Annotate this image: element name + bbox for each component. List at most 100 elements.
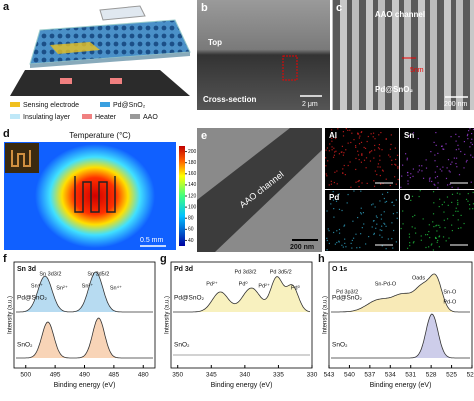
eds-dot: [335, 200, 338, 202]
eds-dot: [326, 239, 328, 242]
eds-dot: [394, 163, 396, 165]
eds-dot: [334, 243, 336, 245]
eds-dot: [370, 133, 372, 135]
panel-label: e: [201, 130, 207, 142]
eds-dot: [392, 213, 395, 215]
eds-dot: [406, 159, 408, 161]
chip-base: [10, 70, 190, 96]
colorbar-label: 160: [188, 171, 197, 177]
inset: [99, 5, 146, 21]
eds-dot: [366, 182, 368, 185]
eds-dot: [457, 227, 460, 230]
eds-dot: [443, 201, 445, 203]
eds-dot: [374, 144, 376, 147]
colorbar-label: 180: [188, 160, 197, 166]
eds-dot: [453, 157, 455, 159]
eds-dot: [394, 176, 396, 178]
eds-dot: [428, 230, 430, 233]
eds-dot: [331, 146, 333, 148]
eds-dot: [355, 157, 357, 160]
scale-label: 2 μm: [302, 101, 318, 108]
eds-dot: [330, 129, 333, 131]
eds-dot: [349, 129, 351, 131]
inset-photo: [5, 143, 39, 173]
eds-dot: [455, 162, 457, 165]
eds-dot: [326, 147, 328, 149]
eds-dot: [326, 175, 328, 177]
eds-dot: [366, 140, 368, 143]
eds-dot: [342, 131, 344, 133]
x-tick-label: 534: [385, 372, 396, 379]
eds-dot: [433, 183, 435, 185]
eds-dot: [334, 171, 336, 173]
eds-dot: [451, 193, 454, 195]
eds-dot: [336, 183, 338, 185]
eds-dot: [381, 225, 383, 227]
eds-dot: [351, 247, 353, 249]
eds-dot: [334, 151, 336, 153]
sem-image: [197, 0, 330, 110]
eds-dot: [402, 164, 404, 166]
peak-label: Pd 3d5/2: [270, 269, 292, 275]
eds-dot: [360, 233, 362, 235]
eds-dot: [358, 137, 360, 139]
element-label: Al: [329, 131, 337, 140]
eds-dot: [376, 223, 378, 225]
x-tick-label: 525: [446, 372, 457, 379]
eds-dot: [369, 151, 371, 153]
heater: [110, 78, 122, 84]
eds-dot: [341, 209, 343, 212]
eds-dot: [380, 183, 382, 185]
eds-dot: [347, 193, 349, 196]
eds-dot: [400, 186, 402, 188]
eds-dot: [465, 161, 467, 163]
eds-dot: [442, 236, 445, 238]
eds-dot: [437, 239, 439, 242]
eds-dot: [449, 171, 451, 173]
eds-dot: [438, 205, 440, 208]
eds-dot: [333, 216, 335, 218]
spectrum: [173, 276, 311, 313]
eds-dot: [436, 175, 439, 178]
eds-dot: [353, 190, 355, 192]
eds-dot: [343, 224, 346, 226]
eds-dot: [383, 197, 385, 200]
eds-dot: [455, 207, 457, 209]
colorbar: [179, 146, 185, 246]
peak-label: Pd⁰: [291, 284, 301, 291]
eds-dot: [379, 155, 381, 157]
eds-dot: [391, 222, 393, 224]
eds-dot: [341, 145, 344, 147]
eds-dot: [381, 245, 383, 247]
eds-dot: [374, 206, 376, 208]
eds-dot: [442, 166, 444, 168]
eds-dot: [387, 191, 389, 194]
eds-dot: [363, 159, 366, 161]
eds-dot: [331, 149, 333, 151]
colorbar-label: 120: [188, 193, 197, 199]
eds-dot: [409, 244, 411, 247]
spectrum: [331, 273, 470, 313]
colorbar-label: 40: [188, 238, 194, 244]
eds-dot: [378, 134, 380, 136]
x-tick-label: 537: [364, 372, 375, 379]
eds-dot: [428, 178, 431, 180]
eds-dot: [360, 212, 362, 214]
eds-dot: [472, 208, 474, 210]
sample-label: SnO₂: [174, 342, 190, 349]
eds-dot: [391, 238, 393, 240]
eds-dot: [390, 134, 392, 136]
electrode: [50, 42, 100, 54]
eds-dot: [431, 243, 433, 245]
eds-dot: [393, 204, 395, 207]
eds-dot: [472, 128, 474, 131]
eds-dot: [372, 132, 375, 134]
eds-dot: [360, 213, 363, 215]
panel-label: b: [201, 2, 208, 14]
eds-dot: [441, 204, 443, 206]
eds-dot: [449, 183, 451, 185]
eds-dot: [338, 241, 340, 243]
eds-dot: [425, 167, 428, 169]
eds-dot: [372, 136, 374, 138]
eds-dot: [379, 234, 381, 236]
